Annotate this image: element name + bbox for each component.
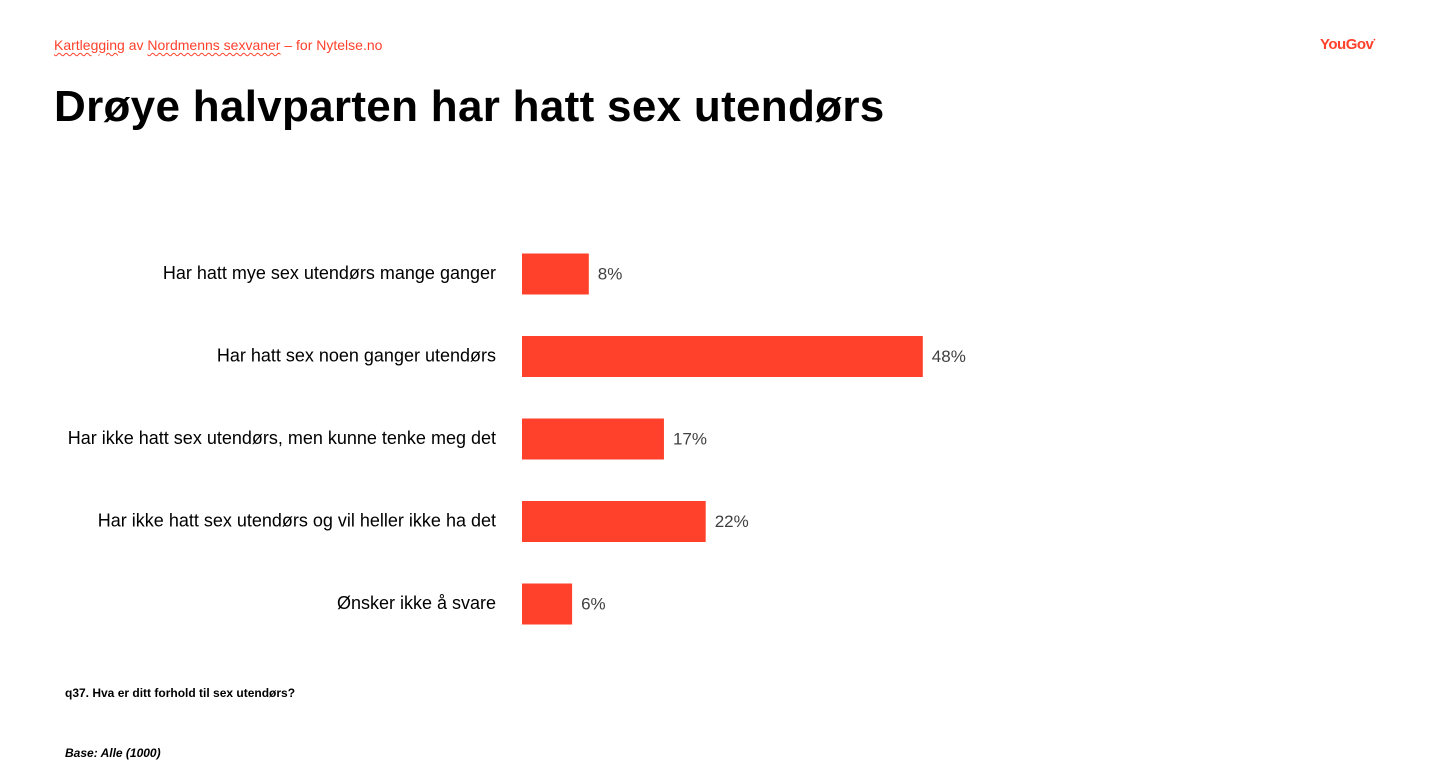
logo-text: YouGov bbox=[1320, 36, 1374, 53]
category-label: Har hatt mye sex utendørs mange ganger bbox=[163, 263, 496, 283]
yougov-logo: YouGov• bbox=[1320, 36, 1375, 53]
category-label: Ønsker ikke å svare bbox=[337, 593, 496, 613]
value-label: 6% bbox=[581, 594, 606, 613]
value-label: 8% bbox=[598, 264, 623, 283]
category-label: Har ikke hatt sex utendørs, men kunne te… bbox=[68, 428, 496, 448]
value-label: 22% bbox=[715, 512, 749, 531]
base-text: Base: Alle (1000) bbox=[65, 746, 161, 760]
page-title: Drøye halvparten har hatt sex utendørs bbox=[54, 82, 885, 131]
subtitle-part-4: – for Nytelse.no bbox=[280, 37, 383, 53]
bar bbox=[522, 418, 664, 460]
category-label: Har ikke hatt sex utendørs og vil heller… bbox=[98, 510, 496, 530]
subtitle-part-3: Nordmenns sexvaner bbox=[147, 37, 281, 53]
question-text: q37. Hva er ditt forhold til sex utendør… bbox=[65, 686, 296, 700]
category-label: Har hatt sex noen ganger utendørs bbox=[217, 345, 496, 365]
bar-chart: Har hatt mye sex utendørs mange ganger 8%… bbox=[68, 253, 966, 625]
bar bbox=[522, 336, 923, 377]
logo-mark: • bbox=[1373, 38, 1375, 44]
bar bbox=[522, 253, 589, 295]
subtitle-part-1: Kartlegging bbox=[54, 37, 125, 53]
report-subtitle: Kartlegging av Nordmenns sexvaner – for … bbox=[54, 37, 382, 53]
value-label: 17% bbox=[673, 429, 707, 448]
subtitle-part-2: av bbox=[124, 37, 148, 53]
value-label: 48% bbox=[932, 347, 966, 366]
bar bbox=[522, 501, 706, 542]
bar bbox=[522, 583, 573, 625]
